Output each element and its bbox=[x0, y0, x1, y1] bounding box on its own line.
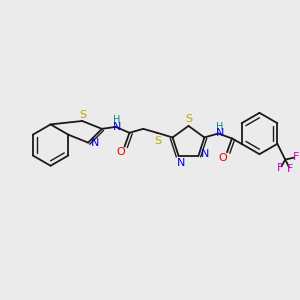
Text: N: N bbox=[91, 138, 99, 148]
Text: N: N bbox=[201, 149, 209, 159]
Text: S: S bbox=[185, 114, 192, 124]
Text: F: F bbox=[287, 164, 293, 174]
Text: N: N bbox=[112, 122, 121, 132]
Text: S: S bbox=[80, 110, 87, 120]
Text: N: N bbox=[176, 158, 185, 168]
Text: H: H bbox=[217, 122, 224, 132]
Text: N: N bbox=[216, 128, 224, 137]
Text: F: F bbox=[277, 164, 283, 173]
Text: H: H bbox=[113, 115, 120, 125]
Text: S: S bbox=[154, 136, 162, 146]
Text: F: F bbox=[293, 152, 299, 162]
Text: O: O bbox=[219, 153, 227, 163]
Text: O: O bbox=[116, 148, 125, 158]
